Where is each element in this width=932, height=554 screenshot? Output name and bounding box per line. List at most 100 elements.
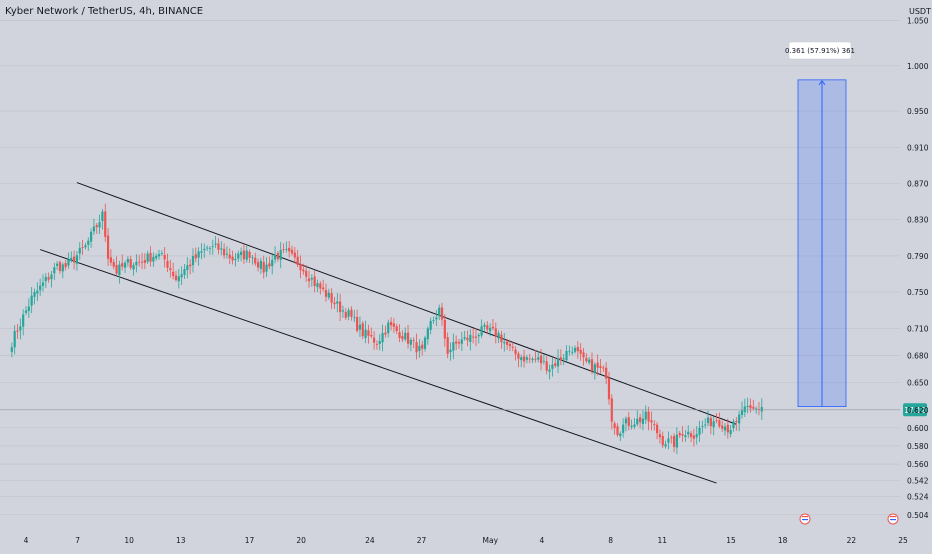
candle-body — [13, 331, 16, 348]
candle-body — [740, 410, 744, 415]
candle-body — [353, 317, 356, 319]
candle-body — [486, 325, 489, 330]
candle-body — [548, 369, 551, 372]
candle-body — [514, 349, 517, 355]
candle-body — [568, 350, 571, 352]
candle-body — [675, 434, 678, 448]
candle-body — [409, 339, 412, 345]
candle-body — [370, 334, 373, 337]
candle-body — [395, 326, 398, 332]
candle-body — [508, 344, 512, 347]
candle-body — [138, 261, 141, 263]
candle-body — [695, 434, 698, 438]
candle-body — [67, 259, 70, 266]
candle-body — [551, 364, 554, 369]
candle-body — [452, 342, 455, 351]
candle-body — [70, 257, 73, 261]
candle-body — [709, 417, 712, 427]
candle-body — [24, 310, 28, 313]
candle-body — [503, 341, 506, 344]
us-flag-event-icon — [799, 513, 811, 525]
candle-body — [443, 319, 446, 339]
x-tick-label: 18 — [778, 536, 788, 545]
candle-body — [602, 367, 605, 369]
candle-body — [367, 330, 370, 336]
candle-body — [92, 226, 96, 232]
candle-body — [446, 337, 449, 354]
candle-body — [220, 248, 223, 250]
candle-body — [322, 287, 325, 290]
candle-body — [197, 251, 200, 258]
candle-body — [146, 253, 149, 262]
candle-body — [644, 411, 647, 420]
candle-body — [743, 406, 746, 413]
candle-body — [401, 336, 404, 340]
candle-body — [706, 417, 710, 424]
candle-body — [412, 340, 415, 341]
candle-body — [307, 278, 311, 282]
candle-body — [73, 256, 76, 263]
candle-body — [647, 411, 650, 422]
candle-body — [426, 328, 429, 340]
candle-body — [585, 357, 588, 362]
candle-body — [273, 254, 277, 260]
candle-body — [472, 336, 475, 338]
candle-body — [489, 327, 492, 332]
y-tick-label: 1.050 — [907, 17, 929, 26]
candle-body — [302, 269, 305, 272]
candle-body — [129, 259, 132, 268]
candle-body — [545, 361, 548, 371]
candle-body — [588, 359, 591, 363]
candle-body — [619, 433, 622, 437]
candle-body — [276, 253, 279, 260]
measure-label-box — [788, 41, 852, 60]
candle-body — [678, 433, 681, 436]
x-tick-label: 22 — [847, 536, 857, 545]
candle-body — [511, 346, 514, 348]
candle-body — [418, 345, 421, 351]
candle-body — [217, 243, 220, 250]
candle-body — [313, 276, 316, 286]
candle-body — [101, 211, 104, 222]
candle-body — [556, 358, 560, 367]
candle-body — [248, 251, 251, 258]
candle-body — [704, 424, 707, 426]
candle-body — [104, 211, 107, 237]
y-tick-label: 0.870 — [907, 179, 929, 188]
y-tick-label: 0.830 — [907, 216, 929, 225]
candle-body — [64, 263, 67, 268]
candle-body — [172, 271, 175, 277]
candle-body — [203, 248, 206, 251]
candle-body — [214, 243, 217, 245]
candle-body — [44, 276, 47, 282]
y-tick-label: 0.620 — [907, 406, 929, 415]
candle-body — [155, 255, 158, 259]
candle-body — [157, 254, 161, 257]
candle-body — [449, 349, 452, 353]
candle-body — [293, 252, 296, 258]
candle-body — [534, 358, 537, 360]
candle-body — [234, 258, 237, 261]
candle-body — [404, 332, 407, 340]
candle-body — [121, 263, 124, 267]
candle-body — [239, 251, 243, 255]
candle-body — [605, 367, 608, 379]
y-tick-label: 0.710 — [907, 324, 929, 333]
x-tick-label: 7 — [75, 536, 80, 545]
candle-body — [653, 423, 656, 425]
candle-body — [506, 341, 509, 345]
candle-body — [336, 301, 339, 304]
y-tick-label: 0.504 — [907, 511, 929, 520]
candle-body — [378, 340, 381, 344]
candle-body — [324, 289, 328, 297]
candle-body — [435, 317, 438, 320]
candle-body — [650, 420, 653, 423]
candle-body — [738, 414, 741, 424]
candle-body — [194, 254, 197, 259]
candle-body — [242, 250, 246, 260]
x-tick-label: 13 — [176, 536, 186, 545]
candle-body — [483, 324, 486, 327]
candle-body — [174, 275, 178, 281]
candle-body — [698, 427, 701, 435]
